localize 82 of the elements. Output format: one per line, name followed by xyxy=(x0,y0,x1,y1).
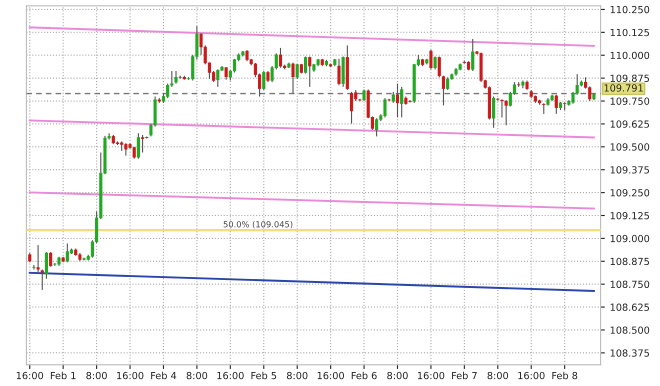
x-tick-label: Feb 7 xyxy=(452,372,477,380)
candlestick xyxy=(375,118,378,137)
y-tick-label: 109.125 xyxy=(610,212,649,220)
y-tick-label: 110.125 xyxy=(610,28,649,36)
x-tick-label: Feb 5 xyxy=(251,372,276,380)
candlestick xyxy=(120,140,124,152)
y-tick-label: 109.250 xyxy=(610,189,650,196)
candlestick xyxy=(216,68,220,88)
x-tick-label: 8:00 xyxy=(387,372,408,380)
y-tick-label: 109.625 xyxy=(610,120,649,128)
candlestick xyxy=(174,70,178,84)
x-tick-label: Feb 1 xyxy=(50,372,76,380)
y-tick-label: 109.375 xyxy=(610,166,649,174)
ref-line-label: 109.791 xyxy=(604,84,643,92)
y-tick-label: 109.750 xyxy=(610,98,650,105)
candlestick xyxy=(124,142,128,156)
candlestick xyxy=(112,134,115,145)
x-tick-label: 8:00 xyxy=(286,372,308,380)
candlestick xyxy=(49,252,52,268)
x-tick-label: Feb 8 xyxy=(552,372,578,380)
candlestick xyxy=(245,50,249,62)
candlestick xyxy=(308,56,312,88)
x-tick-label: 8:00 xyxy=(86,372,107,380)
candlestick xyxy=(136,132,140,160)
y-tick-label: 109.875 xyxy=(610,74,649,82)
candlestick xyxy=(28,252,32,263)
y-tick-label: 108.500 xyxy=(610,326,650,334)
candlestick xyxy=(350,91,354,124)
candlestick xyxy=(300,63,303,74)
x-tick-label: 16:00 xyxy=(16,372,44,380)
candlestick xyxy=(262,70,266,91)
y-tick-label: 108.625 xyxy=(610,304,649,311)
candlestick xyxy=(400,86,404,118)
candlestick xyxy=(36,244,40,273)
candlestick xyxy=(504,100,508,126)
candlestick xyxy=(278,47,282,68)
candlestick xyxy=(542,102,546,114)
candlestick xyxy=(588,86,592,102)
y-tick-label: 110.250 xyxy=(610,6,650,14)
x-tick-label: 8:00 xyxy=(186,372,208,380)
candlestick xyxy=(291,62,295,94)
y-tick-label: 109.500 xyxy=(610,143,650,151)
candlestick xyxy=(44,252,48,280)
y-tick-label: 110.000 xyxy=(610,52,650,60)
candlestick xyxy=(434,56,437,70)
candlestick xyxy=(304,56,308,74)
candlestick xyxy=(471,38,474,72)
candlestick xyxy=(383,98,387,118)
candlestick xyxy=(224,66,228,80)
candlestick xyxy=(141,134,144,154)
candlestick xyxy=(296,63,299,80)
y-tick-label: 108.750 xyxy=(610,280,650,288)
candlestick xyxy=(337,58,341,86)
x-tick-label: Feb 4 xyxy=(151,372,176,380)
x-tick-label: 16:00 xyxy=(217,372,244,380)
y-tick-label: 108.875 xyxy=(610,258,649,266)
candlestick xyxy=(232,58,236,74)
candlestick xyxy=(392,91,395,104)
x-tick-label: 16:00 xyxy=(318,372,344,380)
ref-line-label: 50.0% (109.045) xyxy=(224,221,292,228)
candlestick xyxy=(429,49,433,70)
candlestick xyxy=(525,80,529,91)
candlestick xyxy=(266,70,270,83)
candlestick xyxy=(40,268,44,290)
x-tick-label: 16:00 xyxy=(418,372,444,380)
candlestick xyxy=(442,75,446,106)
candlestick xyxy=(446,76,450,91)
x-tick-label: 16:00 xyxy=(117,372,144,380)
y-tick-label: 108.375 xyxy=(610,349,649,357)
x-tick-label: Feb 6 xyxy=(352,372,377,380)
candlestick xyxy=(438,56,441,78)
candlestick xyxy=(362,88,366,102)
candlestick xyxy=(66,242,69,263)
candlestick xyxy=(492,96,496,128)
candlestick xyxy=(554,94,558,114)
x-tick-label: 8:00 xyxy=(488,372,508,380)
y-tick-label: 109.000 xyxy=(610,234,650,242)
candlestick xyxy=(166,83,170,99)
candlestick xyxy=(500,98,504,118)
candlestick xyxy=(396,83,400,118)
candlestick xyxy=(57,256,61,266)
x-tick-label: 16:00 xyxy=(518,372,545,380)
